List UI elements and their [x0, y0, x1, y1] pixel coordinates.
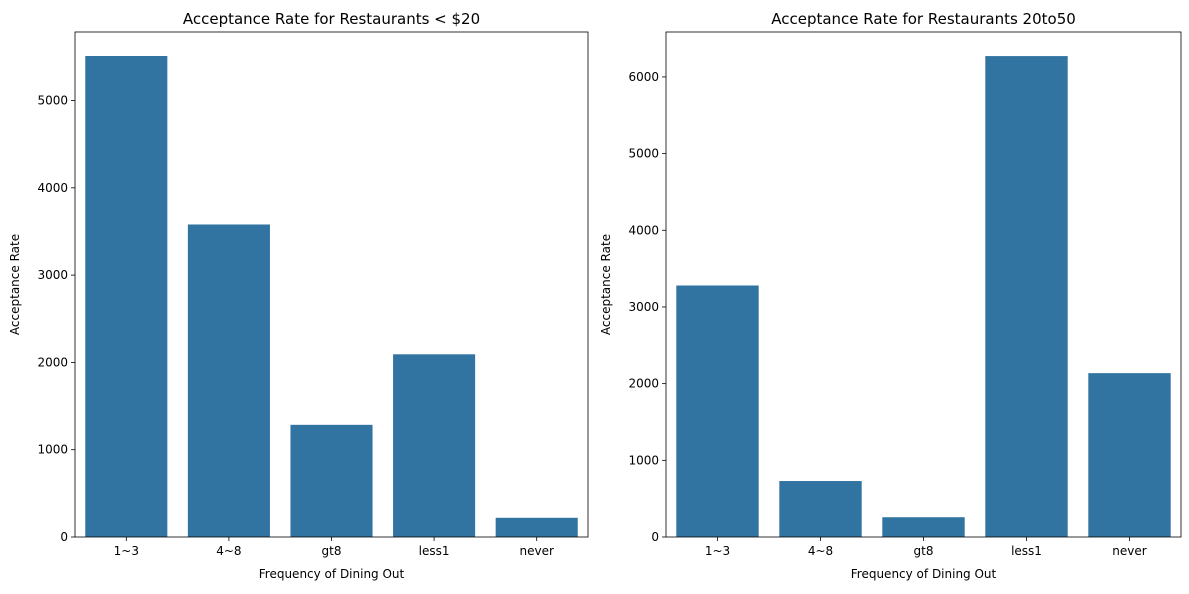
- chart-title: Acceptance Rate for Restaurants < $20: [183, 10, 480, 28]
- x-axis-ticks: 1~3 4~8 gt8 less1 never: [114, 537, 554, 558]
- x-tick-label: never: [519, 544, 553, 558]
- y-tick-label: 5000: [37, 94, 68, 108]
- y-tick-label: 0: [60, 530, 68, 544]
- y-tick-label: 4000: [628, 223, 659, 237]
- y-axis-ticks: 0 1000 2000 3000 4000 5000: [37, 94, 75, 544]
- x-tick-label: 1~3: [114, 544, 139, 558]
- bar-1-3: [85, 56, 168, 538]
- y-axis-label: Acceptance Rate: [8, 234, 22, 335]
- bar-less1: [393, 354, 476, 537]
- y-tick-label: 4000: [37, 181, 68, 195]
- x-tick-label: never: [1112, 544, 1146, 558]
- y-axis-ticks: 0 1000 2000 3000 4000 5000 6000: [628, 70, 666, 544]
- y-tick-label: 3000: [37, 268, 68, 282]
- bar-gt8: [882, 517, 965, 537]
- bar-less1: [985, 56, 1068, 537]
- bar-4-8: [187, 224, 270, 538]
- y-tick-label: 6000: [628, 70, 659, 84]
- bar-never: [495, 517, 578, 537]
- bar-4-8: [779, 481, 862, 537]
- y-tick-label: 0: [651, 530, 659, 544]
- y-tick-label: 2000: [37, 355, 68, 369]
- y-tick-label: 1000: [37, 443, 68, 457]
- bar-never: [1088, 373, 1171, 537]
- bar-series: [676, 56, 1171, 537]
- x-tick-label: 4~8: [216, 544, 241, 558]
- x-tick-label: less1: [419, 544, 450, 558]
- subplot-restaurants-20-to-50: 0 1000 2000 3000 4000 5000 6000 1~3 4~8 gt8 less1…: [599, 10, 1182, 581]
- bar-series: [85, 56, 578, 538]
- x-tick-label: gt8: [322, 544, 342, 558]
- y-tick-label: 1000: [628, 453, 659, 467]
- x-axis-ticks: 1~3 4~8 gt8 less1 never: [705, 537, 1147, 558]
- y-tick-label: 2000: [628, 377, 659, 391]
- chart-title: Acceptance Rate for Restaurants 20to50: [771, 10, 1076, 28]
- y-tick-label: 5000: [628, 147, 659, 161]
- y-axis-label: Acceptance Rate: [599, 234, 613, 335]
- y-tick-label: 3000: [628, 300, 659, 314]
- bar-1-3: [676, 285, 759, 537]
- x-axis-label: Frequency of Dining Out: [259, 567, 405, 581]
- bar-gt8: [290, 424, 373, 537]
- x-tick-label: 4~8: [808, 544, 833, 558]
- x-tick-label: less1: [1011, 544, 1042, 558]
- subplot-restaurants-under-20: 0 1000 2000 3000 4000 5000 1~3 4~8 gt8 less1 neve…: [8, 10, 589, 581]
- x-tick-label: gt8: [914, 544, 934, 558]
- x-tick-label: 1~3: [705, 544, 730, 558]
- x-axis-label: Frequency of Dining Out: [851, 567, 997, 581]
